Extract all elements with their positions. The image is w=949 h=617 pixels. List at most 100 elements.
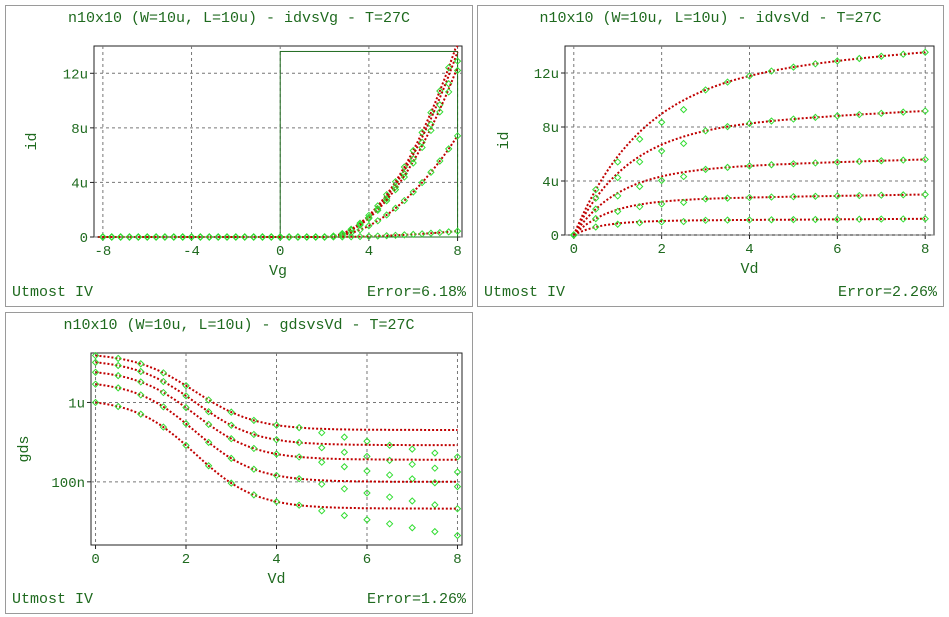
measured-point (767, 67, 776, 75)
measured-point (767, 193, 776, 201)
measured-point (833, 192, 842, 200)
measured-point (444, 228, 453, 236)
measured-point (789, 215, 798, 224)
measured-point (833, 112, 842, 120)
measured-point (436, 108, 444, 116)
measured-point (227, 408, 235, 416)
measured-point (431, 464, 439, 472)
y-tick-label: 100n (51, 476, 85, 492)
measured-point (409, 155, 417, 163)
x-tick-label: -8 (94, 244, 111, 260)
measured-point (295, 475, 303, 483)
panel-gdsvsvd[interactable]: n10x10 (W=10u, L=10u) - gdsvsVd - T=27C … (5, 312, 473, 614)
measured-point (400, 169, 409, 178)
measured-point (134, 233, 143, 241)
measured-point (391, 231, 400, 240)
measured-point (295, 501, 303, 509)
fit-window (279, 50, 459, 238)
measured-point (635, 135, 644, 143)
measured-point (250, 430, 258, 439)
measured-point (418, 178, 426, 187)
measured-point (329, 233, 338, 241)
measured-point (137, 391, 145, 399)
measured-point (137, 360, 145, 368)
measured-point (877, 109, 885, 118)
x-tick-label: 4 (272, 552, 280, 568)
measured-point (363, 437, 371, 445)
measured-point (789, 115, 798, 123)
measured-point (232, 233, 240, 241)
measured-point (318, 428, 326, 437)
measured-point (365, 232, 373, 241)
measured-point (899, 108, 907, 116)
measured-point (723, 163, 732, 172)
measured-point (182, 381, 190, 390)
measured-point (899, 50, 907, 58)
measured-point (635, 219, 644, 227)
measured-point (833, 57, 842, 65)
measured-point (391, 185, 400, 194)
measured-point (382, 232, 391, 240)
measured-point (227, 435, 235, 443)
measured-point (400, 196, 409, 205)
measured-point (811, 192, 820, 200)
measured-point (227, 421, 235, 429)
measured-point (400, 173, 409, 181)
measured-point (921, 107, 929, 115)
measured-point (877, 215, 885, 223)
y-tick-label: 0 (551, 229, 559, 245)
measured-point (614, 207, 622, 216)
measured-point (444, 80, 453, 88)
y-axis-label: gds (16, 435, 33, 462)
measured-point (382, 211, 391, 219)
measured-point (258, 233, 267, 241)
measured-point (592, 194, 600, 202)
measured-point (272, 497, 281, 506)
measured-point (789, 192, 798, 201)
measured-point (338, 231, 346, 239)
measured-point (382, 197, 391, 205)
measured-point (701, 195, 710, 203)
footer-tool-label: Utmost IV (12, 284, 94, 301)
measured-point (204, 408, 213, 416)
measured-point (318, 507, 326, 515)
x-axis-label: Vd (740, 261, 758, 278)
measured-point (657, 218, 666, 226)
measured-point (453, 227, 462, 235)
x-tick-label: 8 (921, 242, 929, 258)
y-axis-label: id (24, 132, 41, 150)
measured-point (745, 193, 754, 202)
panel-idvsvd[interactable]: n10x10 (W=10u, L=10u) - idvsVd - T=27C 0… (477, 5, 944, 307)
panel-idvsvg[interactable]: n10x10 (W=10u, L=10u) - idvsVg - T=27C -… (5, 5, 473, 307)
measured-point (635, 182, 644, 191)
measured-point (159, 403, 168, 411)
x-tick-label: 6 (363, 552, 371, 568)
measured-point (921, 48, 929, 56)
measured-point (250, 444, 258, 453)
y-tick-label: 12u (534, 67, 559, 83)
measured-point (114, 384, 122, 392)
measured-point (444, 63, 453, 72)
footer-tool-label: Utmost IV (12, 591, 94, 608)
measured-point (745, 119, 754, 128)
measured-point (125, 233, 134, 241)
measured-point (338, 230, 346, 238)
measured-point (137, 410, 145, 418)
measured-point (318, 444, 326, 452)
measured-point (108, 233, 116, 241)
measured-point (811, 113, 820, 122)
footer-tool-label: Utmost IV (484, 284, 566, 301)
measured-point (295, 438, 303, 447)
measured-point (214, 233, 222, 241)
x-tick-label: 2 (182, 552, 190, 568)
panel-title: n10x10 (W=10u, L=10u) - idvsVd - T=27C (539, 10, 882, 27)
sim-curve (572, 51, 926, 236)
sim-curve (98, 51, 459, 238)
measured-point (250, 465, 258, 473)
measured-point (114, 361, 122, 370)
measured-point (921, 215, 929, 223)
measured-point (408, 497, 416, 505)
measured-point (679, 139, 688, 148)
measured-point (227, 479, 235, 487)
measured-point (391, 204, 400, 212)
